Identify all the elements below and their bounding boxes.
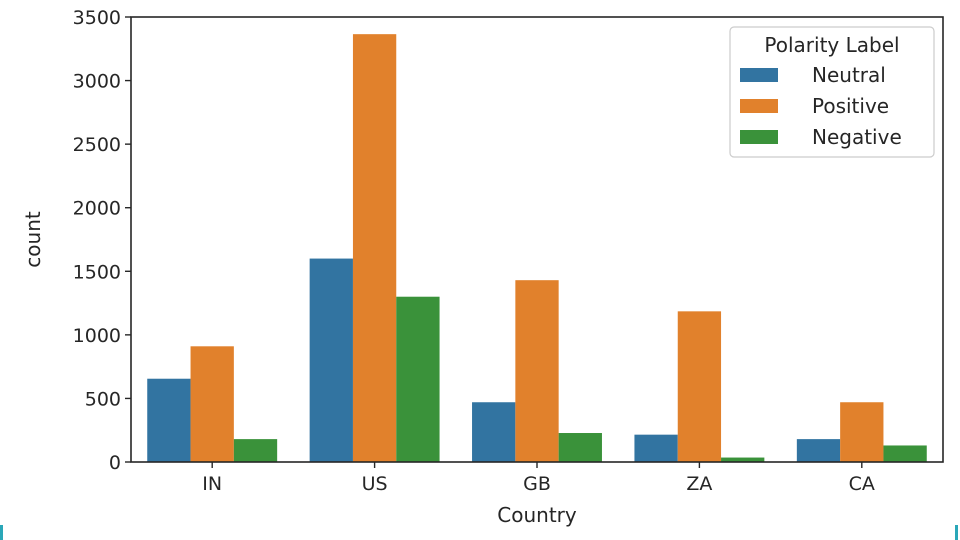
legend-swatch-positive [740, 99, 778, 113]
legend-items: Neutral Positive Negative [740, 63, 902, 149]
y-tick-label: 3500 [73, 7, 121, 29]
y-axis-ticks: 0 500 1000 1500 2000 2500 3000 3500 [73, 7, 131, 474]
x-tick-label: US [362, 473, 388, 495]
x-tick-label: GB [523, 473, 551, 495]
y-tick-label: 1000 [73, 325, 121, 347]
left-edge-mark [0, 525, 3, 540]
bar-positive-us [352, 34, 397, 463]
legend: Polarity Label Neutral Positive Negative [729, 26, 935, 158]
bar-negative-za [721, 457, 765, 462]
legend-label-negative: Negative [812, 125, 902, 149]
bar-neutral-za [634, 434, 678, 462]
right-edge-mark [955, 525, 958, 540]
bar-positive-gb [515, 280, 559, 462]
legend-box [729, 26, 935, 158]
y-tick-label: 1500 [73, 261, 121, 283]
y-tick-label: 3000 [73, 71, 121, 93]
bar-neutral-in [147, 378, 191, 462]
bar-neutral-ca [796, 439, 841, 462]
x-tick-label: ZA [686, 473, 712, 495]
legend-title: Polarity Label [764, 33, 899, 57]
bar-negative-gb [558, 433, 602, 462]
y-tick-label: 0 [109, 452, 121, 474]
bar-negative-in [233, 439, 278, 462]
bar-neutral-gb [472, 402, 516, 462]
y-axis-label: count [21, 211, 45, 268]
legend-swatch-negative [740, 130, 778, 144]
bar-negative-us [396, 296, 440, 462]
plot-frame [130, 16, 944, 463]
x-tick-label: CA [849, 473, 875, 495]
bar-positive-ca [840, 402, 884, 462]
bars-layer [147, 34, 927, 463]
x-axis-ticks: IN US GB ZA CA [202, 462, 875, 495]
y-tick-label: 2000 [73, 198, 121, 220]
bar-negative-ca [883, 445, 927, 462]
legend-label-positive: Positive [812, 94, 889, 118]
y-tick-label: 500 [85, 388, 121, 410]
x-axis-label: Country [497, 503, 577, 527]
legend-swatch-neutral [740, 68, 778, 82]
legend-label-neutral: Neutral [812, 63, 886, 87]
y-tick-label: 2500 [73, 134, 121, 156]
x-tick-label: IN [202, 473, 222, 495]
bar-neutral-us [309, 258, 353, 462]
bar-positive-za [677, 311, 722, 462]
bar-positive-in [190, 346, 234, 462]
